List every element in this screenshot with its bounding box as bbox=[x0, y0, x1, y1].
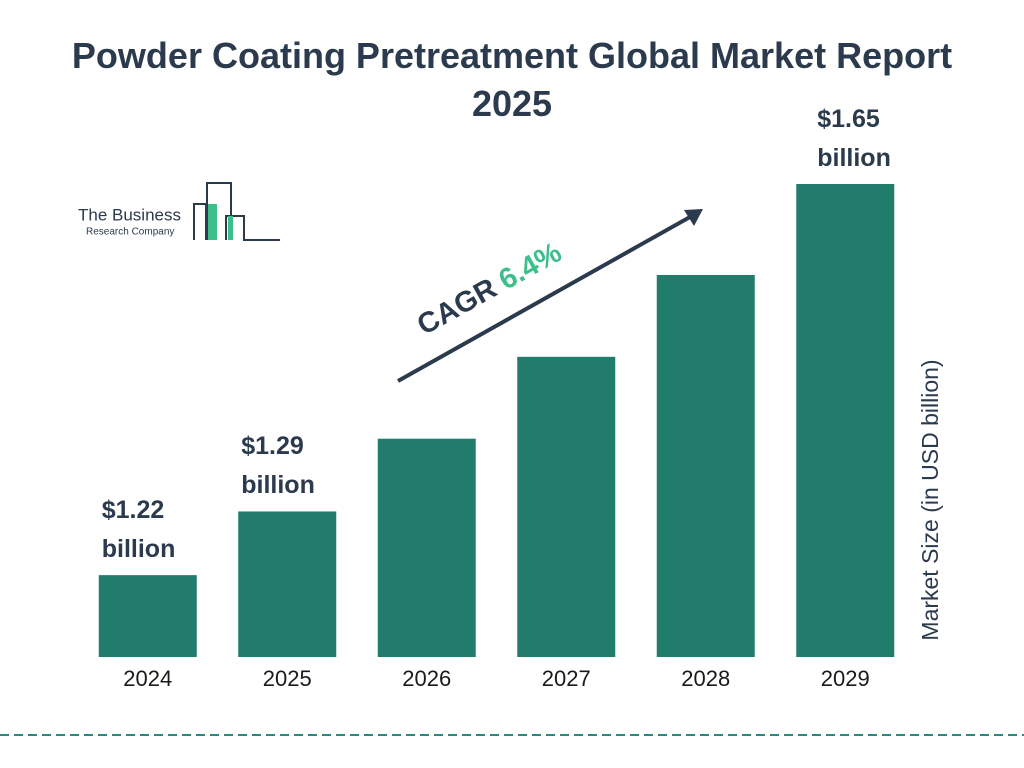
logo-icon bbox=[206, 182, 232, 240]
chart-title: Powder Coating Pretreatment Global Marke… bbox=[71, 35, 953, 124]
logo-text: The Business bbox=[78, 205, 181, 224]
value-label: $1.65 billion bbox=[817, 105, 891, 172]
logo-icon bbox=[228, 216, 233, 240]
cagr-value: 6.4% bbox=[494, 236, 568, 296]
x-tick-label: 2026 bbox=[402, 666, 451, 691]
logo: The Business Research Company bbox=[78, 182, 280, 241]
x-tick-label: 2028 bbox=[681, 666, 730, 691]
cagr-arrowhead bbox=[684, 209, 703, 226]
value-label: $1.22 billion bbox=[101, 496, 176, 564]
cagr-annotation: CAGR6.4% bbox=[412, 236, 567, 341]
logo-icon bbox=[225, 215, 280, 241]
y-axis-label: Market Size (in USD billion) bbox=[917, 359, 943, 640]
bar bbox=[796, 184, 895, 657]
bar bbox=[238, 511, 337, 657]
x-tick-label: 2027 bbox=[542, 666, 591, 691]
bar bbox=[98, 575, 197, 657]
bar bbox=[377, 438, 476, 657]
bar bbox=[656, 274, 755, 657]
cagr-arrow bbox=[397, 215, 691, 383]
logo-icon bbox=[208, 204, 217, 240]
logo-icon bbox=[193, 203, 207, 240]
x-tick-label: 2029 bbox=[821, 666, 870, 691]
bar bbox=[517, 356, 616, 657]
value-label: $1.29 billion bbox=[241, 432, 315, 500]
x-tick-label: 2024 bbox=[123, 666, 172, 691]
x-tick-label: 2025 bbox=[263, 666, 312, 691]
logo-text: Research Company bbox=[86, 227, 174, 238]
